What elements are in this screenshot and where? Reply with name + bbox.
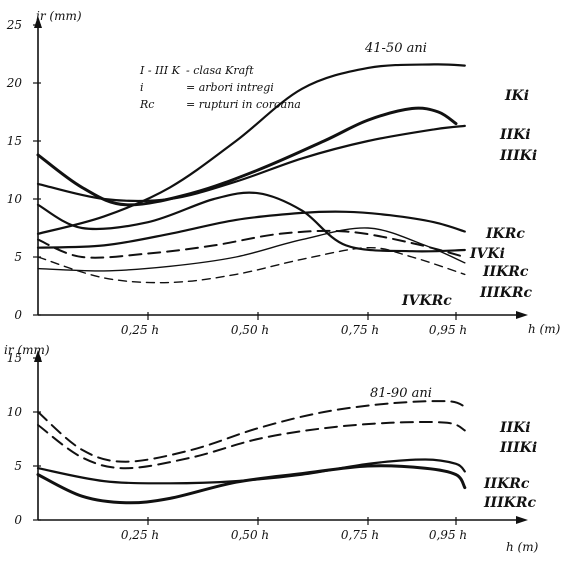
legend-key-kraft: I - III K bbox=[139, 64, 181, 77]
legend-text-kraft: - clasa Kraft bbox=[186, 64, 254, 77]
bottom-series-IIIKRc bbox=[36, 464, 467, 505]
top-series-IIIKRc bbox=[37, 246, 466, 284]
bottom-label-IIKRc: IIKRc bbox=[483, 476, 530, 492]
top-series-IIKRc bbox=[37, 229, 466, 259]
bottom-xtick-label-2: 0,75 h bbox=[341, 528, 379, 542]
bottom-series-IIIKi bbox=[37, 420, 466, 470]
top-series-IVKRc bbox=[37, 227, 466, 272]
bottom-ticks: 0 5 10 15 0,25 h 0,50 h 0,75 h 0,95 h bbox=[7, 351, 467, 542]
bottom-x-axis-arrow bbox=[516, 516, 528, 524]
legend-text-rc: = rupturi in coroana bbox=[186, 98, 301, 111]
top-ytick-label-20: 20 bbox=[6, 76, 23, 90]
legend-text-i: = arbori intregi bbox=[186, 81, 274, 94]
top-label-IIKi: IIKi bbox=[499, 127, 531, 143]
bottom-y-axis-label: ir (mm) bbox=[4, 343, 50, 357]
top-series-IIKi bbox=[36, 106, 458, 207]
top-xtick-label-0: 0,25 h bbox=[121, 323, 159, 337]
top-series-IIIKi bbox=[36, 124, 466, 203]
top-label-IVKRc: IVKRc bbox=[401, 293, 452, 309]
bottom-ytick-label-0: 0 bbox=[14, 513, 22, 527]
legend-key-i: i bbox=[140, 81, 144, 94]
bottom-series-IIKi bbox=[37, 400, 466, 463]
bottom-xtick-label-1: 0,50 h bbox=[231, 528, 269, 542]
top-label-IKRc: IKRc bbox=[485, 226, 525, 242]
top-series-IKRc bbox=[36, 210, 466, 249]
top-ytick-label-15: 15 bbox=[7, 134, 22, 148]
top-label-IIIKi: IIIKi bbox=[499, 148, 537, 164]
top-y-axis-label: ir (mm) bbox=[36, 9, 82, 23]
bottom-label-IIIKi: IIIKi bbox=[499, 440, 537, 456]
top-series-IVKi bbox=[36, 191, 466, 253]
top-xtick-label-1: 0,50 h bbox=[231, 323, 269, 337]
bottom-y-axis-arrow bbox=[34, 350, 42, 362]
bottom-series-labels: IIKi IIIKi IIKRc IIIKRc bbox=[483, 420, 537, 511]
top-series-labels: IKi IIKi IIIKi IKRc IVKi IIKRc IIIKRc IV… bbox=[401, 88, 537, 309]
top-ytick-label-25: 25 bbox=[6, 18, 22, 32]
top-series-IKi bbox=[36, 63, 466, 235]
top-ytick-label-0: 0 bbox=[14, 308, 22, 322]
bottom-x-axis-label: h (m) bbox=[506, 540, 539, 554]
bottom-chart-title: 81-90 ani bbox=[370, 386, 432, 401]
bottom-xtick-label-0: 0,25 h bbox=[121, 528, 159, 542]
top-xtick-label-3: 0,95 h bbox=[429, 323, 467, 337]
bottom-series bbox=[36, 400, 467, 505]
top-label-IKi: IKi bbox=[504, 88, 529, 104]
top-ytick-label-10: 10 bbox=[7, 192, 23, 206]
top-label-IVKi: IVKi bbox=[469, 246, 505, 262]
bottom-ytick-label-15: 15 bbox=[7, 351, 22, 365]
top-legend: I - III K - clasa Kraft i = arbori intre… bbox=[139, 64, 301, 111]
bottom-ytick-label-10: 10 bbox=[7, 405, 23, 419]
bottom-label-IIIKRc: IIIKRc bbox=[483, 495, 536, 511]
bottom-label-IIKi: IIKi bbox=[499, 420, 531, 436]
top-label-IIKRc: IIKRc bbox=[482, 264, 529, 280]
top-panel: ir (mm) h (m) 41-50 ani I - III K - clas… bbox=[6, 9, 561, 337]
top-x-axis-label: h (m) bbox=[528, 322, 561, 336]
top-xtick-label-2: 0,75 h bbox=[341, 323, 379, 337]
bottom-ytick-label-5: 5 bbox=[14, 459, 22, 473]
top-x-axis-arrow bbox=[516, 311, 528, 319]
top-label-IIIKRc: IIIKRc bbox=[479, 285, 532, 301]
top-ytick-label-5: 5 bbox=[14, 250, 22, 264]
top-chart-title: 41-50 ani bbox=[364, 41, 427, 56]
top-ticks: 0 5 10 15 20 25 0,25 h 0,50 h 0,75 h 0,95 h bbox=[6, 18, 467, 337]
bottom-panel: ir (mm) h (m) 81-90 ani 0 5 10 15 0,25 h 0,50… bbox=[4, 343, 539, 554]
top-series bbox=[36, 63, 466, 284]
bottom-xtick-label-3: 0,95 h bbox=[429, 528, 467, 542]
legend-key-rc: Rc bbox=[139, 98, 154, 111]
